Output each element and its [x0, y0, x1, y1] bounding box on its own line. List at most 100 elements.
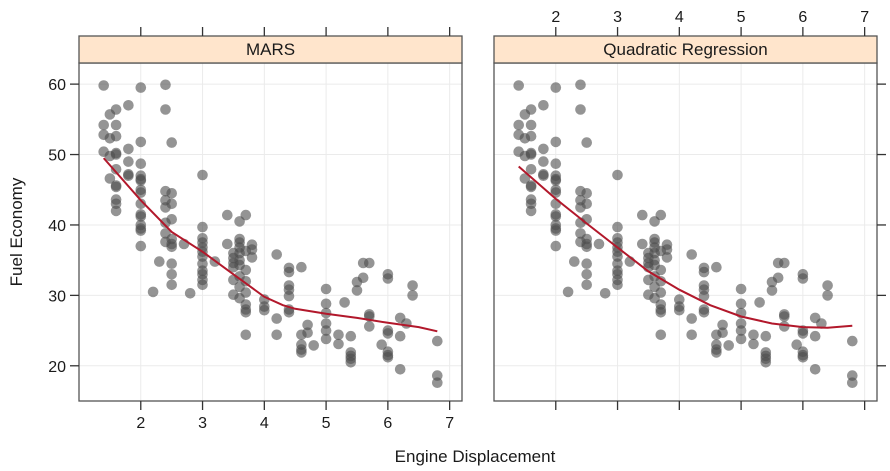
data-point — [661, 252, 673, 263]
data-point — [791, 339, 802, 351]
data-point — [283, 290, 295, 302]
data-point — [513, 80, 524, 91]
data-point — [197, 279, 208, 291]
data-point — [581, 269, 592, 280]
x-tick-label-bottom: 7 — [445, 415, 454, 432]
data-point — [283, 307, 295, 318]
data-point — [407, 280, 418, 291]
points — [98, 79, 443, 389]
data-point — [525, 181, 537, 193]
data-point — [735, 298, 747, 310]
data-point — [686, 329, 697, 341]
data-point — [760, 330, 772, 342]
data-point — [382, 273, 394, 284]
data-point — [240, 287, 252, 298]
data-point — [364, 257, 375, 269]
data-point — [661, 244, 673, 255]
data-point — [166, 188, 177, 199]
data-point — [357, 272, 369, 284]
data-point — [698, 266, 710, 278]
strip-label-mars: MARS — [246, 40, 295, 59]
data-point — [240, 264, 252, 276]
data-point — [123, 143, 134, 155]
data-point — [351, 285, 363, 296]
data-point — [154, 256, 165, 267]
data-point — [110, 205, 122, 217]
data-point — [809, 330, 821, 342]
data-point — [637, 238, 648, 250]
data-point — [240, 307, 252, 318]
data-point — [612, 221, 623, 233]
data-point — [562, 286, 574, 298]
data-point — [760, 357, 772, 368]
data-point — [246, 252, 258, 263]
data-point — [320, 333, 332, 345]
data-point — [271, 329, 283, 341]
x-tick-label-top: 4 — [675, 9, 684, 26]
data-point — [525, 205, 537, 217]
x-tick-label-bottom: 2 — [136, 415, 145, 432]
data-point — [271, 249, 283, 260]
data-point — [240, 276, 252, 287]
x-tick-label-top: 6 — [798, 9, 807, 26]
data-point — [779, 311, 790, 322]
data-point — [135, 211, 147, 222]
data-point — [593, 238, 605, 250]
data-point — [296, 261, 307, 273]
x-tick-label-bottom: 5 — [322, 415, 331, 432]
data-point — [525, 149, 537, 160]
data-point — [550, 158, 562, 169]
data-point — [166, 214, 177, 225]
data-point — [166, 269, 177, 280]
data-point — [655, 264, 667, 276]
data-point — [333, 329, 344, 341]
data-point — [320, 325, 332, 336]
data-point — [407, 290, 418, 301]
data-point — [135, 240, 147, 252]
panel-mars: MARS 2 3 4 5 6 7 20 30 40 50 60 — [48, 27, 463, 432]
data-point — [538, 143, 549, 155]
y-tick-label: 30 — [48, 288, 66, 305]
x-tick-label-bottom: 6 — [383, 415, 392, 432]
data-point — [822, 290, 833, 301]
data-point — [166, 258, 177, 270]
data-point — [748, 338, 759, 350]
data-point — [735, 325, 747, 336]
x-tick-label-bottom: 3 — [198, 415, 207, 432]
data-point — [655, 287, 667, 298]
data-point — [110, 130, 122, 142]
fit-line-quadratic — [518, 165, 853, 329]
data-point — [98, 80, 109, 91]
data-point — [581, 198, 592, 210]
data-point — [550, 211, 562, 222]
data-point — [519, 173, 531, 184]
strip — [78, 35, 463, 64]
data-point — [147, 286, 159, 298]
data-point — [110, 104, 122, 115]
data-point — [748, 329, 759, 341]
data-point — [283, 266, 295, 278]
data-point — [809, 364, 821, 375]
data-point — [816, 318, 827, 329]
data-point — [525, 119, 537, 131]
data-point — [197, 169, 208, 181]
data-point — [711, 347, 722, 358]
data-point — [797, 273, 809, 284]
data-point — [259, 304, 270, 316]
data-point — [104, 173, 116, 184]
data-point — [135, 82, 147, 93]
data-point — [754, 297, 765, 308]
data-point — [376, 339, 388, 351]
data-point — [698, 307, 710, 318]
data-point — [394, 330, 406, 342]
ticks: 2 3 4 5 6 7 20 30 40 50 60 — [48, 27, 454, 432]
points — [513, 79, 858, 389]
data-point — [711, 261, 722, 273]
data-point — [184, 288, 196, 299]
data-point — [655, 307, 667, 318]
data-point — [779, 257, 790, 269]
data-point — [345, 330, 357, 342]
x-tick-label-top: 5 — [737, 9, 746, 26]
data-point — [772, 272, 784, 284]
